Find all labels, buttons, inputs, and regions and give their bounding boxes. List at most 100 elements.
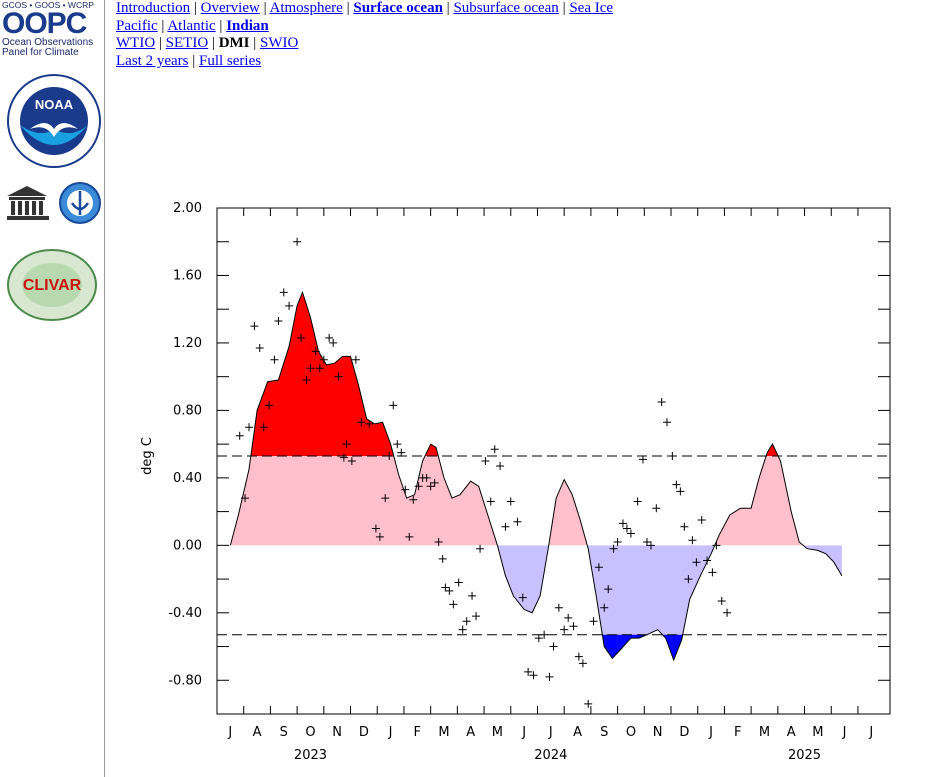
clivar-logo[interactable]: CLIVAR [6, 248, 98, 322]
x-month-label: M [438, 725, 449, 740]
ioc-logo[interactable] [58, 181, 102, 225]
data-point [680, 522, 689, 531]
data-point [375, 532, 384, 541]
x-month-label: O [626, 725, 636, 740]
oopc-programs: GCOS • GOOS • WCRP [2, 0, 94, 10]
data-point [554, 603, 563, 612]
nav-dmi-current: DMI [218, 35, 250, 52]
y-tick-label: 0.00 [173, 538, 202, 553]
data-point [652, 504, 661, 513]
data-point [692, 558, 701, 567]
x-month-label: J [388, 725, 393, 740]
x-month-label: A [573, 725, 582, 740]
y-axis-label: deg C [140, 437, 155, 475]
data-point [518, 593, 527, 602]
data-point [723, 608, 732, 617]
data-point [506, 497, 515, 506]
data-point [245, 423, 254, 432]
area-strong-positive [250, 292, 779, 456]
x-month-label: M [812, 725, 823, 740]
data-point [501, 522, 510, 531]
data-point [633, 497, 642, 506]
noaa-text: NOAA [35, 97, 74, 112]
nav-setio[interactable]: SETIO [165, 35, 209, 52]
data-point [347, 457, 356, 465]
data-point [389, 401, 398, 410]
noaa-logo[interactable]: NOAA [6, 73, 102, 169]
y-tick-label: 1.20 [173, 336, 202, 351]
nav-atlantic[interactable]: Atlantic [167, 17, 216, 34]
data-point [584, 699, 593, 708]
nav-row-sections: Introduction | Overview | Atmosphere | S… [116, 0, 614, 16]
x-month-label: S [600, 725, 608, 740]
nav-pacific[interactable]: Pacific [116, 17, 158, 34]
x-month-label: S [280, 725, 288, 740]
data-point [235, 431, 244, 440]
x-month-label: J [842, 725, 847, 740]
nav-subsurface-ocean[interactable]: Subsurface ocean [453, 0, 559, 16]
area-strong-negative [602, 634, 683, 660]
x-month-label: A [787, 725, 796, 740]
data-point [684, 575, 693, 584]
oopc-logo[interactable]: GCOS • GOOS • WCRP OOPC Ocean Observatio… [2, 0, 102, 60]
nav-surface-ocean[interactable]: Surface ocean [353, 0, 443, 16]
x-month-label: A [466, 725, 475, 740]
x-month-label: F [734, 725, 741, 740]
nav-introduction[interactable]: Introduction [116, 0, 191, 16]
nav-full-series[interactable]: Full series [199, 52, 262, 69]
nav-atmosphere[interactable]: Atmosphere [269, 0, 343, 16]
data-point [319, 355, 328, 364]
oopc-subtitle-1: Ocean Observations [2, 37, 94, 48]
nav-row-basins: Pacific | Atlantic | Indian [116, 17, 269, 34]
nav-last-2-years[interactable]: Last 2 years [116, 52, 189, 69]
x-month-label: J [227, 725, 232, 740]
data-point [438, 554, 447, 563]
x-month-label: M [492, 725, 503, 740]
data-point [626, 529, 635, 538]
y-tick-label: 0.40 [173, 471, 202, 486]
nav-swio[interactable]: SWIO [260, 35, 299, 52]
chart-points [235, 237, 732, 708]
data-point [697, 516, 706, 525]
data-point [381, 494, 390, 503]
nav-indian[interactable]: Indian [226, 17, 269, 34]
x-month-label: F [414, 725, 421, 740]
data-point [315, 364, 324, 373]
x-year-label: 2024 [534, 748, 567, 763]
data-point [357, 418, 366, 427]
data-point [476, 544, 485, 553]
y-tick-label: 1.60 [173, 268, 202, 283]
plot-frame [216, 207, 891, 715]
y-tick-label: -0.80 [168, 673, 202, 688]
data-point [302, 376, 311, 385]
clivar-text: CLIVAR [23, 277, 82, 294]
data-point [717, 596, 726, 605]
top-navigation: Introduction | Overview | Atmosphere | S… [116, 0, 613, 70]
data-point [642, 537, 651, 546]
data-point [496, 462, 505, 471]
data-point [524, 667, 533, 676]
data-point [564, 613, 573, 622]
data-point [609, 544, 618, 553]
data-point [430, 478, 439, 487]
area-negative [497, 545, 842, 635]
nav-sea-ice[interactable]: Sea Ice [569, 0, 614, 16]
unesco-logo[interactable] [3, 182, 53, 222]
chart-fills [230, 292, 842, 660]
data-point [622, 524, 631, 533]
chart-axes: 2.00 1.60 1.20 0.80 0.40 0.00 -0.40 -0.80 J A S O N D… [168, 201, 891, 763]
nav-wtio[interactable]: WTIO [116, 35, 156, 52]
data-point [574, 652, 583, 661]
nav-overview[interactable]: Overview [200, 0, 260, 16]
chart-line [229, 290, 843, 662]
x-month-label: J [708, 725, 713, 740]
oopc-name: OOPC [2, 7, 87, 40]
data-point [365, 419, 374, 428]
data-point [688, 536, 697, 545]
data-point [334, 372, 343, 381]
data-point [472, 612, 481, 621]
data-point [306, 364, 315, 373]
y-tick-label: -0.40 [168, 606, 202, 621]
x-month-label: D [359, 725, 369, 740]
data-point [458, 625, 467, 634]
